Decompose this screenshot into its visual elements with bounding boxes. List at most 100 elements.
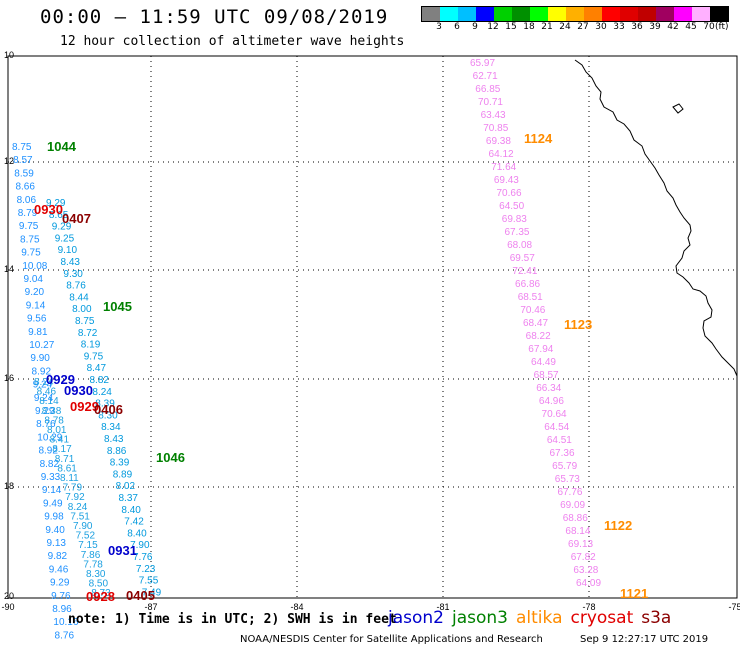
track-id-label: 0930: [64, 383, 93, 398]
wave-height-label: 8.76: [66, 281, 86, 292]
track-id-label: 1121: [620, 586, 648, 601]
lat-tick-label: 18: [4, 481, 14, 491]
track-id-label: 1046: [156, 450, 185, 465]
wave-height-label: 9.40: [45, 525, 65, 536]
wave-height-label: 8.61: [57, 463, 77, 474]
lat-tick-label: 10: [4, 50, 14, 60]
track-id-label: 1123: [564, 317, 592, 332]
wave-height-label: 9.98: [44, 512, 64, 523]
wave-height-label: 8.71: [55, 454, 75, 465]
color-scale-label: 24: [559, 22, 571, 32]
footer-timestamp: Sep 9 12:27:17 UTC 2019: [580, 634, 709, 645]
wave-height-label: 10.16: [53, 617, 78, 628]
wave-height-label: 66.85: [475, 84, 500, 95]
wave-height-label: 70.71: [478, 97, 503, 108]
wave-height-label: 9.82: [48, 551, 68, 562]
color-scale-cell: [620, 7, 638, 21]
wave-height-label: 8.92: [32, 366, 52, 377]
track-id-label: 0405: [126, 588, 155, 603]
wave-height-label: 8.14: [39, 396, 59, 407]
wave-height-label: 65.79: [552, 461, 577, 472]
wave-height-label: 9.75: [19, 221, 39, 232]
wave-height-label: 68.86: [563, 513, 588, 524]
lon-tick-label: -78: [582, 602, 595, 612]
wave-height-label: 8.59: [14, 168, 34, 179]
wave-height-label: 8.89: [113, 469, 133, 480]
wave-height-label: 64.54: [544, 422, 569, 433]
color-scale-cell: [584, 7, 602, 21]
wave-height-label: 62.71: [473, 71, 498, 82]
wave-height-label: 68.08: [507, 240, 532, 251]
footer-note: note: 1) Time is in UTC; 2) SWH is in fe…: [68, 612, 397, 627]
color-scale-cell: [674, 7, 692, 21]
color-scale-cell: [692, 7, 710, 21]
color-scale-label: 9: [472, 22, 478, 32]
color-scale-cell: [602, 7, 620, 21]
wave-height-label: 7.49: [142, 587, 162, 598]
wave-height-label: 9.75: [84, 351, 104, 362]
color-scale-cell: [422, 7, 440, 21]
color-scale-label: 39: [649, 22, 661, 32]
color-scale-label: 33: [613, 22, 625, 32]
wave-height-label: 8.46: [37, 387, 57, 398]
wave-height-label: 65.73: [555, 474, 580, 485]
wave-height-label: 7.78: [83, 559, 103, 570]
wave-height-label: 67.36: [550, 448, 575, 459]
wave-height-label: 67.82: [571, 552, 596, 563]
map-frame: [7, 55, 738, 599]
color-scale-cell: [548, 7, 566, 21]
wave-height-label: 8.66: [15, 182, 35, 193]
wave-height-label: 66.34: [536, 383, 561, 394]
wave-height-label: 7.23: [136, 564, 156, 575]
color-scale-label: 36: [631, 22, 643, 32]
wave-height-label: 64.09: [576, 578, 601, 589]
color-scale-label: 45: [685, 22, 697, 32]
wave-height-label: 7.90: [73, 521, 93, 532]
wave-height-label: 7.15: [78, 540, 98, 551]
wave-height-label: 9.13: [47, 538, 67, 549]
wave-height-label: 8.72: [78, 328, 98, 339]
track-id-label: 1044: [47, 139, 77, 154]
wave-height-label: 7.76: [133, 552, 153, 563]
wave-height-label: 7.52: [76, 531, 96, 542]
footer-credit: NOAA/NESDIS Center for Satellite Applica…: [240, 634, 543, 645]
wave-height-label: 8.01: [47, 425, 67, 436]
island: [672, 103, 684, 114]
wave-height-label: 8.79: [18, 208, 38, 219]
wave-height-label: 8.82: [40, 459, 60, 470]
color-scale-label: 18: [523, 22, 535, 32]
wave-height-label: 8.76: [36, 419, 56, 430]
color-scale-bar: [421, 6, 729, 22]
wave-height-label: 63.43: [481, 110, 506, 121]
wave-height-label: 8.30: [98, 410, 118, 421]
wave-height-label: 8.17: [52, 444, 72, 455]
color-scale-label: 30: [595, 22, 607, 32]
color-scale-label: 70: [703, 22, 715, 32]
wave-height-label: 69.38: [486, 136, 511, 147]
wave-height-label: 8.19: [81, 340, 101, 351]
track-id-label: 0930: [34, 202, 63, 217]
wave-height-label: 10.27: [29, 340, 54, 351]
wave-height-label: 8.24: [92, 387, 112, 398]
wave-height-label: 8.30: [86, 569, 106, 580]
wave-height-label: 8.50: [89, 579, 109, 590]
wave-height-label: 9.10: [58, 245, 78, 256]
wave-height-label: 71.64: [491, 162, 516, 173]
wave-height-label: 7.42: [124, 517, 144, 528]
wave-height-label: 7.79: [63, 483, 83, 494]
wave-height-label: 68.14: [565, 526, 590, 537]
color-scale-cell: [530, 7, 548, 21]
wave-height-label: 8.43: [104, 434, 124, 445]
track-id-label: 0928: [86, 589, 115, 604]
color-scale-cell: [494, 7, 512, 21]
wave-height-label: 8.92: [38, 446, 58, 457]
color-scale-label: 12: [487, 22, 499, 32]
wave-height-label: 8.37: [119, 493, 139, 504]
wave-height-label: 7.86: [81, 550, 101, 561]
wave-height-label: 69.83: [502, 214, 527, 225]
color-scale-cell: [458, 7, 476, 21]
wave-height-label: 9.20: [25, 287, 45, 298]
wave-height-label: 67.35: [504, 227, 529, 238]
track-id-label: 0929: [46, 372, 75, 387]
wave-height-label: 8.24: [34, 377, 54, 388]
